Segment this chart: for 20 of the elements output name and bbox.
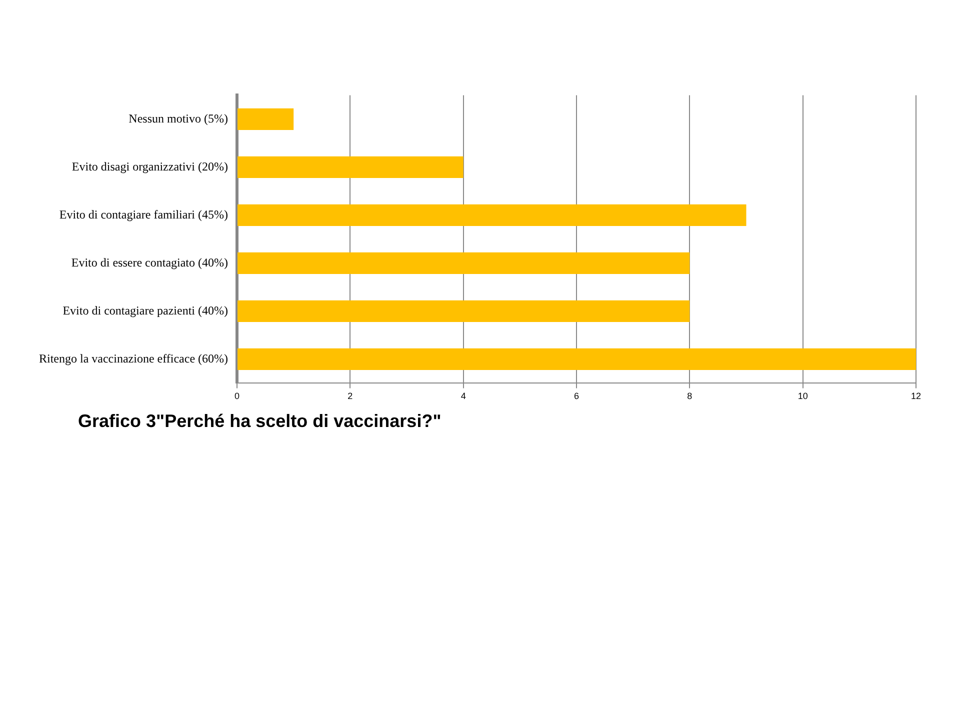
bar <box>238 300 690 322</box>
y-tick-label: Nessun motivo (5%) <box>128 111 228 126</box>
y-tick-label: Ritengo la vaccinazione efficace (60%) <box>38 351 228 366</box>
bar <box>238 204 746 226</box>
x-tick-label: 0 <box>234 391 240 402</box>
x-tick-label: 6 <box>574 391 580 402</box>
y-tick-label: Evito di essere contagiato (40%) <box>71 255 228 270</box>
x-tick-label: 4 <box>460 391 466 402</box>
bar <box>238 108 294 130</box>
x-tick-label: 10 <box>798 391 808 402</box>
y-tick-label: Evito di contagiare pazienti (40%) <box>62 303 228 318</box>
y-tick-label: Evito di contagiare familiari (45%) <box>59 207 228 222</box>
bar <box>238 252 690 274</box>
bar <box>238 348 916 370</box>
x-tick-label: 12 <box>910 391 922 402</box>
x-tick-label: 2 <box>348 391 353 402</box>
x-tick-label: 8 <box>687 391 692 402</box>
text: Grafico 3"Perché ha scelto di vaccinarsi?" <box>78 411 442 432</box>
bar <box>238 156 464 178</box>
y-tick-label: Evito disagi organizzativi (20%) <box>72 159 228 174</box>
